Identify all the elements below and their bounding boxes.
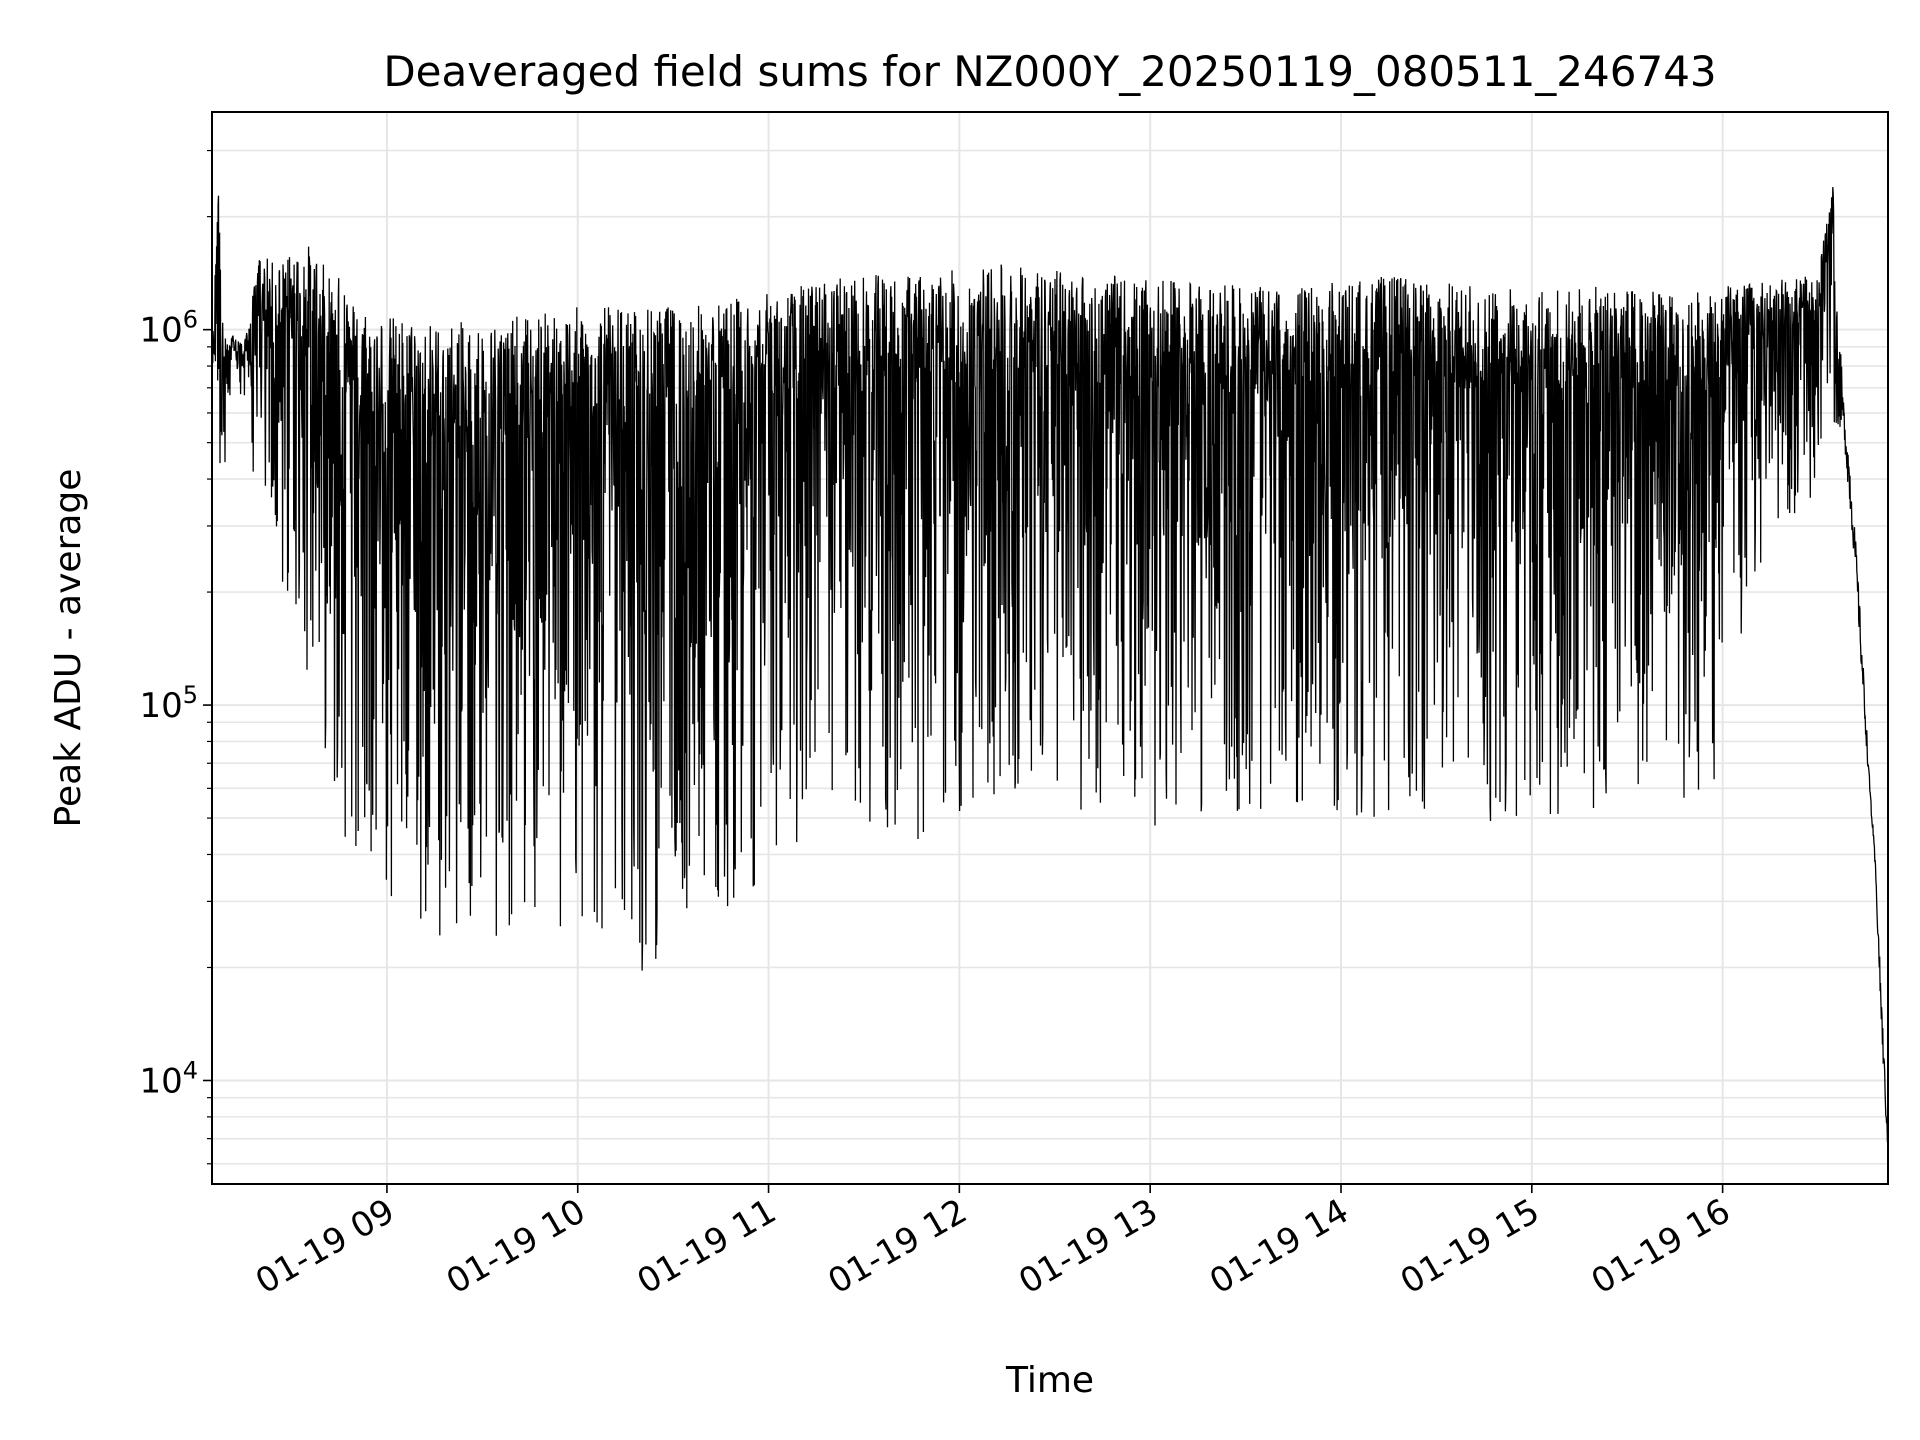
y-tick-label: 106 xyxy=(139,306,198,351)
y-tick-label: 105 xyxy=(139,681,198,726)
chart-title: Deaveraged field sums for NZ000Y_2025011… xyxy=(383,47,1716,96)
x-axis-label: Time xyxy=(1005,1360,1094,1401)
grid-lines xyxy=(212,112,1888,1184)
series-line xyxy=(211,187,1889,1144)
plot-area xyxy=(211,187,1889,1144)
y-axis-label: Peak ADU - average xyxy=(48,469,89,828)
y-tick-label: 104 xyxy=(139,1056,198,1101)
plot-frame xyxy=(211,111,1889,1185)
